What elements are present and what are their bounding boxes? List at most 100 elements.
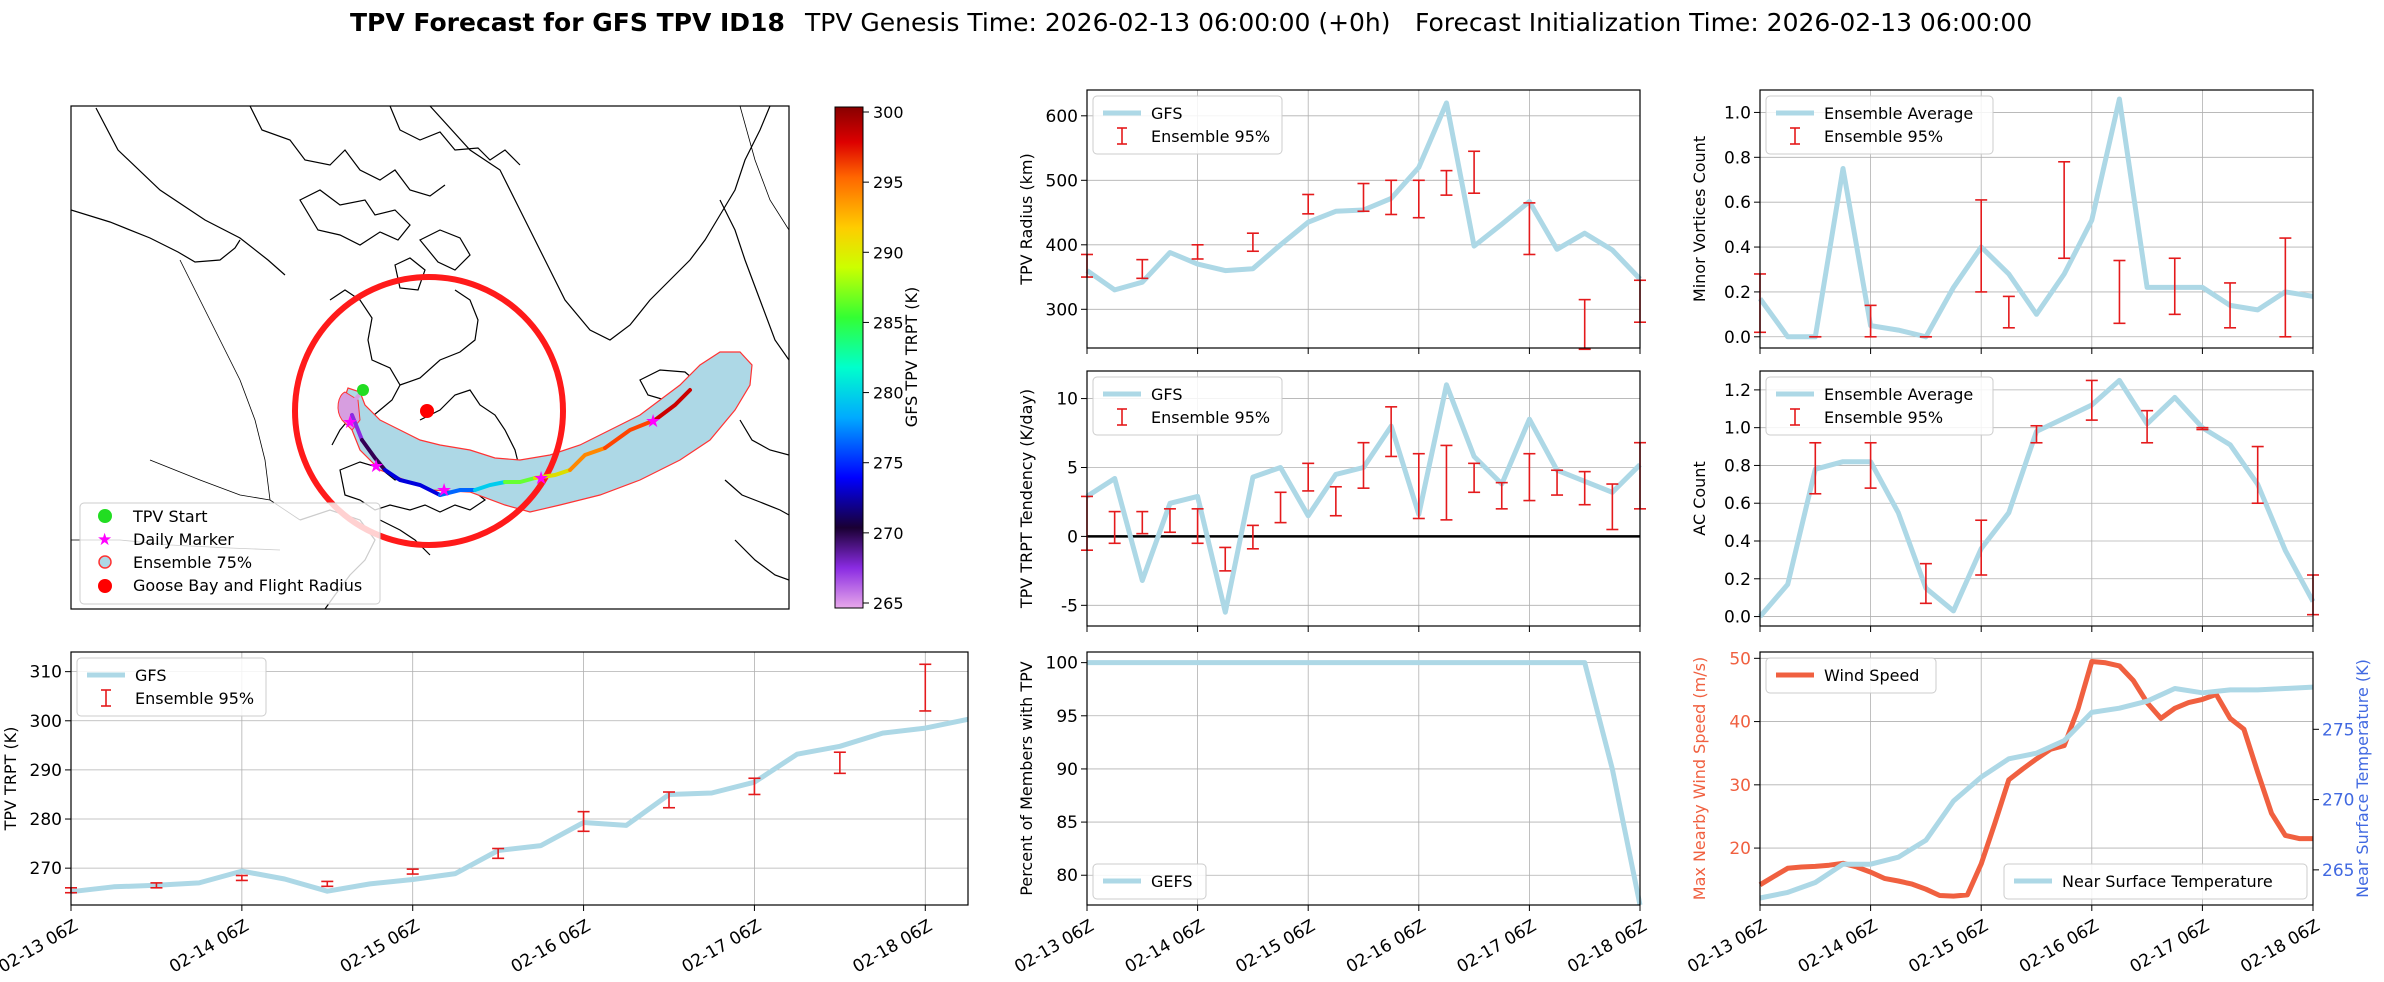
error-bar — [1864, 441, 1877, 489]
y-tick-label: 50 — [1729, 649, 1751, 669]
error-bar — [406, 868, 419, 875]
y-tick-label: 0.8 — [1724, 456, 1751, 476]
chart-legend: GFS Ensemble 95% — [1092, 95, 1283, 155]
y-tick-label: 0.8 — [1724, 148, 1751, 168]
tpv-track — [350, 388, 692, 497]
series-line — [1759, 684, 2314, 901]
error-bar — [1468, 150, 1481, 194]
x-tick-label: 02-15 06Z — [337, 916, 423, 977]
legend-label: GFS — [1151, 385, 1182, 404]
y-tick-label: 280 — [30, 810, 62, 830]
error-bar — [748, 777, 761, 796]
y-tick-label: 95 — [1056, 707, 1078, 727]
error-bar — [1136, 258, 1149, 280]
error-bar — [1219, 546, 1232, 572]
error-bar — [1468, 462, 1481, 494]
x-tick-label: 02-15 06Z — [1905, 916, 1991, 977]
x-tick-label: 02-16 06Z — [2016, 916, 2102, 977]
y-tick-label: 0.4 — [1724, 532, 1751, 552]
chart-frame — [70, 651, 969, 906]
y-tick-label: 310 — [30, 663, 62, 683]
error-bar — [2224, 282, 2237, 329]
series-line — [1087, 660, 1643, 906]
legend-tpv-start-icon — [98, 509, 112, 523]
y-axis-label: Max Nearby Wind Speed (m/s) — [1690, 657, 1709, 900]
y-tick-label: 90 — [1056, 760, 1078, 780]
error-bar — [1191, 508, 1204, 545]
legend-box — [1092, 863, 1207, 900]
y-tick-label: 0.0 — [1724, 608, 1751, 628]
error-bar — [1864, 304, 1877, 338]
y-tick-label: 300 — [30, 712, 62, 732]
legend-label: Ensemble 95% — [1824, 408, 1943, 427]
legend-box — [2003, 863, 2308, 900]
error-bar — [2141, 409, 2154, 444]
x-tick-label: 02-18 06Z — [1564, 916, 1650, 977]
error-bar — [1302, 462, 1315, 492]
error-bar — [492, 847, 505, 860]
error-bar — [2002, 295, 2015, 329]
colorbar: 265 270 275 280 285 290 295 300 GFS TPV TRPT (K… — [834, 103, 921, 613]
error-bar — [577, 810, 590, 833]
y-axis-label: Percent of Members with TPV — [1017, 661, 1036, 895]
error-bar — [2030, 424, 2043, 444]
y-tick-label: 80 — [1056, 866, 1078, 886]
svg-text:★: ★ — [436, 480, 452, 501]
legend-label: GFS — [135, 666, 166, 685]
legend-box — [1765, 95, 1994, 155]
error-bar — [235, 874, 248, 882]
x-tick-label: 02-18 06Z — [2237, 916, 2323, 977]
x-tick-label: 02-13 06Z — [1684, 916, 1770, 977]
y-axis-label: AC Count — [1690, 461, 1709, 535]
error-bar — [919, 663, 932, 712]
legend-label: GEFS — [1151, 872, 1193, 891]
error-bar — [1136, 510, 1149, 535]
error-bar — [1357, 441, 1370, 489]
error-bar — [2196, 426, 2209, 431]
legend-label: GFS — [1151, 104, 1182, 123]
error-bar — [1385, 406, 1398, 458]
tpv-start-marker — [357, 384, 369, 396]
legend-label: Ensemble Average — [1824, 385, 1973, 404]
error-bar — [1329, 485, 1342, 517]
y-tick-label: 500 — [1046, 171, 1078, 191]
chart-legend: Ensemble Average Ensemble 95% — [1765, 376, 1994, 436]
error-bar — [150, 882, 163, 889]
error-bar — [2058, 160, 2071, 260]
chart-legend: Ensemble Average Ensemble 95% — [1765, 95, 1994, 155]
error-bar — [1191, 244, 1204, 260]
error-bar — [1578, 298, 1591, 351]
error-bar — [1163, 508, 1176, 534]
error-bar — [663, 791, 675, 809]
y-tick-label: 10 — [1056, 390, 1078, 410]
error-bar — [1551, 469, 1564, 496]
colorbar-label: GFS TPV TRPT (K) — [902, 287, 921, 427]
chart-frame — [1086, 89, 1641, 349]
legend-label: Ensemble Average — [1824, 104, 1973, 123]
legend-label: Ensemble 95% — [135, 689, 254, 708]
error-bar — [1440, 444, 1453, 521]
x-tick-label: 02-17 06Z — [1454, 916, 1540, 977]
map-frame — [70, 105, 790, 610]
y-tick-label: 0.6 — [1724, 193, 1751, 213]
legend-goose-bay: Goose Bay and Flight Radius — [133, 576, 362, 595]
chart-frame — [1759, 651, 2314, 906]
error-bar — [1495, 481, 1508, 510]
error-bar — [1246, 232, 1259, 253]
error-bar — [321, 880, 334, 888]
y-tick-label: 100 — [1046, 654, 1078, 674]
x-tick-label: 02-16 06Z — [508, 916, 594, 977]
y-tick-label: 0 — [1067, 527, 1078, 547]
x-tick-label: 02-16 06Z — [1343, 916, 1429, 977]
legend-label: Ensemble 95% — [1151, 127, 1270, 146]
y-axis-label: Minor Vortices Count — [1690, 136, 1709, 302]
legend-daily-marker: Daily Marker — [133, 530, 234, 549]
error-bar — [1357, 182, 1370, 213]
svg-text:★: ★ — [533, 468, 549, 489]
x-tick-label: 02-13 06Z — [0, 916, 82, 977]
chart-legend: Wind Speed Near Surface Temperature — [1765, 657, 2308, 900]
error-bar — [1809, 441, 1822, 495]
y-tick-label: 1.0 — [1724, 419, 1751, 439]
